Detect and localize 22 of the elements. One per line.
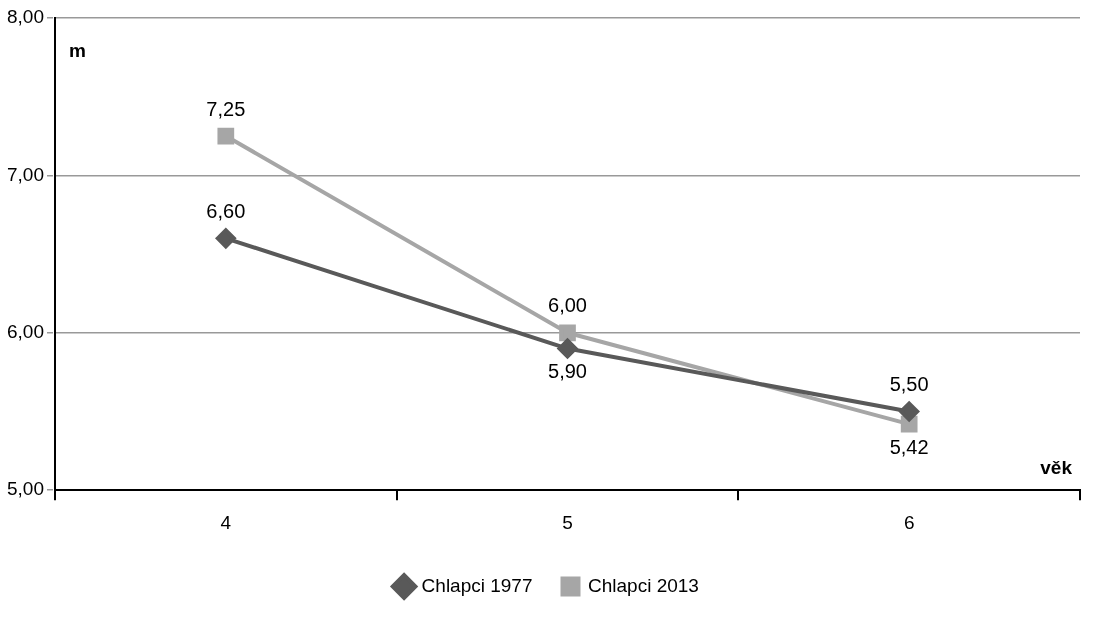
legend-label: Chlapci 2013 bbox=[588, 574, 699, 596]
x-tick-label: 6 bbox=[903, 511, 915, 533]
x-tick-label: 4 bbox=[220, 511, 232, 533]
y-tick-label: 6,00 bbox=[7, 321, 44, 343]
x-tick-label: 5 bbox=[562, 511, 573, 533]
data-label: 5,50 bbox=[889, 373, 929, 396]
y-tick-label: 7,00 bbox=[7, 163, 44, 185]
data-label: 5,42 bbox=[889, 435, 929, 458]
point bbox=[899, 401, 920, 422]
data-label: 5,90 bbox=[548, 360, 587, 383]
legend-label: Chlapci 1977 bbox=[421, 574, 533, 596]
point bbox=[217, 127, 235, 145]
point bbox=[215, 228, 236, 249]
x-axis-title: věk bbox=[1040, 456, 1073, 478]
y-tick-label: 5,00 bbox=[7, 478, 44, 500]
data-label: 7,25 bbox=[206, 97, 246, 120]
point bbox=[559, 324, 576, 342]
y-axis-title: m bbox=[68, 39, 86, 61]
data-label: 6,00 bbox=[548, 294, 587, 317]
data-label: 6,60 bbox=[206, 199, 246, 222]
y-tick-label: 8,00 bbox=[7, 6, 44, 28]
point bbox=[557, 338, 578, 359]
